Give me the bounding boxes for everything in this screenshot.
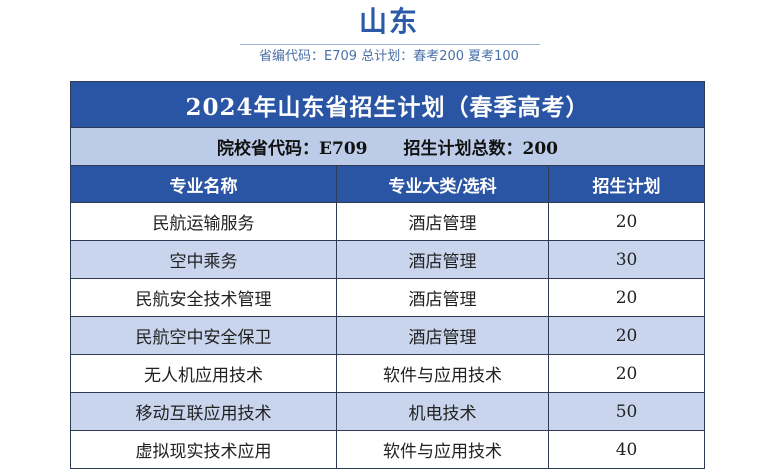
subtitle-divider — [240, 44, 540, 45]
major-cell: 民航运输服务 — [70, 202, 337, 241]
plan-cell: 40 — [547, 430, 706, 469]
plan-cell: 20 — [547, 316, 706, 355]
plan-cell: 20 — [547, 278, 706, 317]
table-row: 民航安全技术管理 酒店管理 20 — [70, 278, 706, 317]
major-cell: 空中乘务 — [70, 240, 337, 279]
plan-summary-subtitle: 省编代码：E709 总计划：春考200 夏考100 — [259, 49, 519, 64]
category-cell: 酒店管理 — [336, 240, 549, 279]
table-row: 移动互联应用技术 机电技术 50 — [70, 392, 706, 431]
plan-cell: 20 — [547, 202, 706, 241]
column-header-major: 专业名称 — [70, 165, 337, 203]
plan-cell: 20 — [547, 354, 706, 393]
major-cell: 无人机应用技术 — [70, 354, 337, 393]
table-row: 空中乘务 酒店管理 30 — [70, 240, 706, 279]
category-cell: 酒店管理 — [336, 316, 549, 355]
table-row: 虚拟现实技术应用 软件与应用技术 40 — [70, 430, 706, 469]
plan-cell: 50 — [547, 392, 706, 431]
category-cell: 软件与应用技术 — [336, 430, 549, 469]
category-cell: 酒店管理 — [336, 278, 549, 317]
table-row: 民航运输服务 酒店管理 20 — [70, 202, 706, 241]
table-title: 2024年山东省招生计划（春季高考） — [69, 81, 706, 128]
column-header-plan: 招生计划 — [547, 165, 706, 203]
table-info-row: 院校省代码：E709 招生计划总数：200 — [69, 127, 706, 166]
category-cell: 软件与应用技术 — [336, 354, 549, 393]
school-code: 院校省代码：E709 — [217, 139, 368, 159]
plan-cell: 30 — [547, 240, 706, 279]
enrollment-plan-table: 2024年山东省招生计划（春季高考） 院校省代码：E709 招生计划总数：200 … — [69, 81, 706, 469]
major-cell: 移动互联应用技术 — [70, 392, 337, 431]
table-row: 民航空中安全保卫 酒店管理 20 — [70, 316, 706, 355]
school-info: 院校省代码：E709 招生计划总数：200 — [69, 127, 706, 166]
category-cell: 酒店管理 — [336, 202, 549, 241]
category-cell: 机电技术 — [336, 392, 549, 431]
table-row: 无人机应用技术 软件与应用技术 20 — [70, 354, 706, 393]
major-cell: 民航空中安全保卫 — [70, 316, 337, 355]
table-header-row: 专业名称 专业大类/选科 招生计划 — [70, 165, 706, 203]
province-title: 山东 — [358, 5, 419, 38]
column-header-category: 专业大类/选科 — [336, 165, 549, 203]
major-cell: 虚拟现实技术应用 — [70, 430, 337, 469]
plan-total: 招生计划总数：200 — [403, 139, 558, 159]
major-cell: 民航安全技术管理 — [70, 278, 337, 317]
table-title-row: 2024年山东省招生计划（春季高考） — [69, 81, 706, 128]
